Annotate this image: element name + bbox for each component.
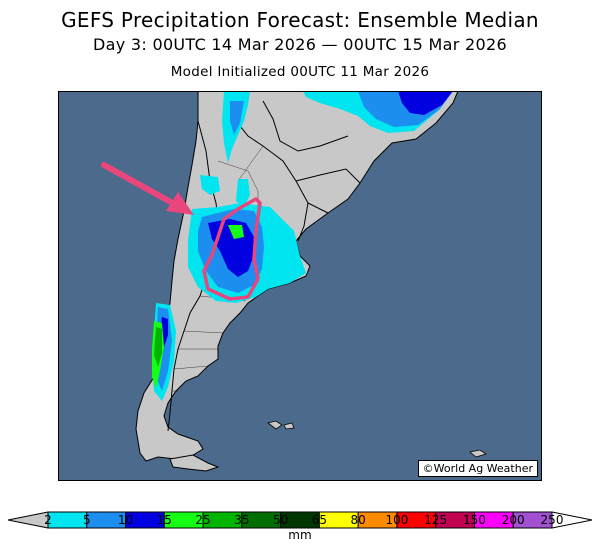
colorbar-unit: mm <box>288 528 312 542</box>
map-canvas <box>58 90 542 481</box>
forecast-period: Day 3: 00UTC 14 Mar 2026 — 00UTC 15 Mar … <box>93 35 507 54</box>
colorbar-tick-label: 125 <box>424 513 448 527</box>
south-georgia <box>469 449 487 458</box>
colorbar-tick-label: 50 <box>272 513 289 527</box>
colorbar-over-triangle <box>551 511 593 529</box>
colorbar-tick-label: 2 <box>44 513 52 527</box>
colorbar-tick-label: 10 <box>117 513 134 527</box>
colorbar-swatch <box>47 511 88 529</box>
arrow-shaft <box>101 162 179 208</box>
precipitation-map: ©World Ag Weather <box>58 90 542 481</box>
highlight-outline <box>202 197 262 301</box>
credit-label: ©World Ag Weather <box>417 460 538 477</box>
colorbar-tick-label: 80 <box>350 513 366 527</box>
precip-25-35mm <box>154 327 162 367</box>
colorbar-tick-label: 5 <box>82 513 91 527</box>
chart-title: GEFS Precipitation Forecast: Ensemble Me… <box>61 8 539 32</box>
arrow-head <box>166 192 194 215</box>
colorbar-under-triangle <box>7 511 49 529</box>
colorbar-tick-label: 25 <box>195 513 211 527</box>
colorbar-tick-label: 15 <box>156 513 172 527</box>
colorbar-tick-label: 250 <box>540 513 564 527</box>
colorbar-tick-label: 150 <box>463 513 486 527</box>
falkland-islands <box>267 420 295 430</box>
colorbar-tick-label: 65 <box>311 513 328 527</box>
colorbar <box>7 511 593 529</box>
model-init-time: Model Initialized 00UTC 11 Mar 2026 <box>170 64 430 80</box>
colorbar-tick-label: 35 <box>234 513 250 527</box>
colorbar-tick-label: 200 <box>501 513 525 527</box>
colorbar-tick-label: 100 <box>385 513 409 527</box>
tierra-del-fuego <box>169 454 220 472</box>
